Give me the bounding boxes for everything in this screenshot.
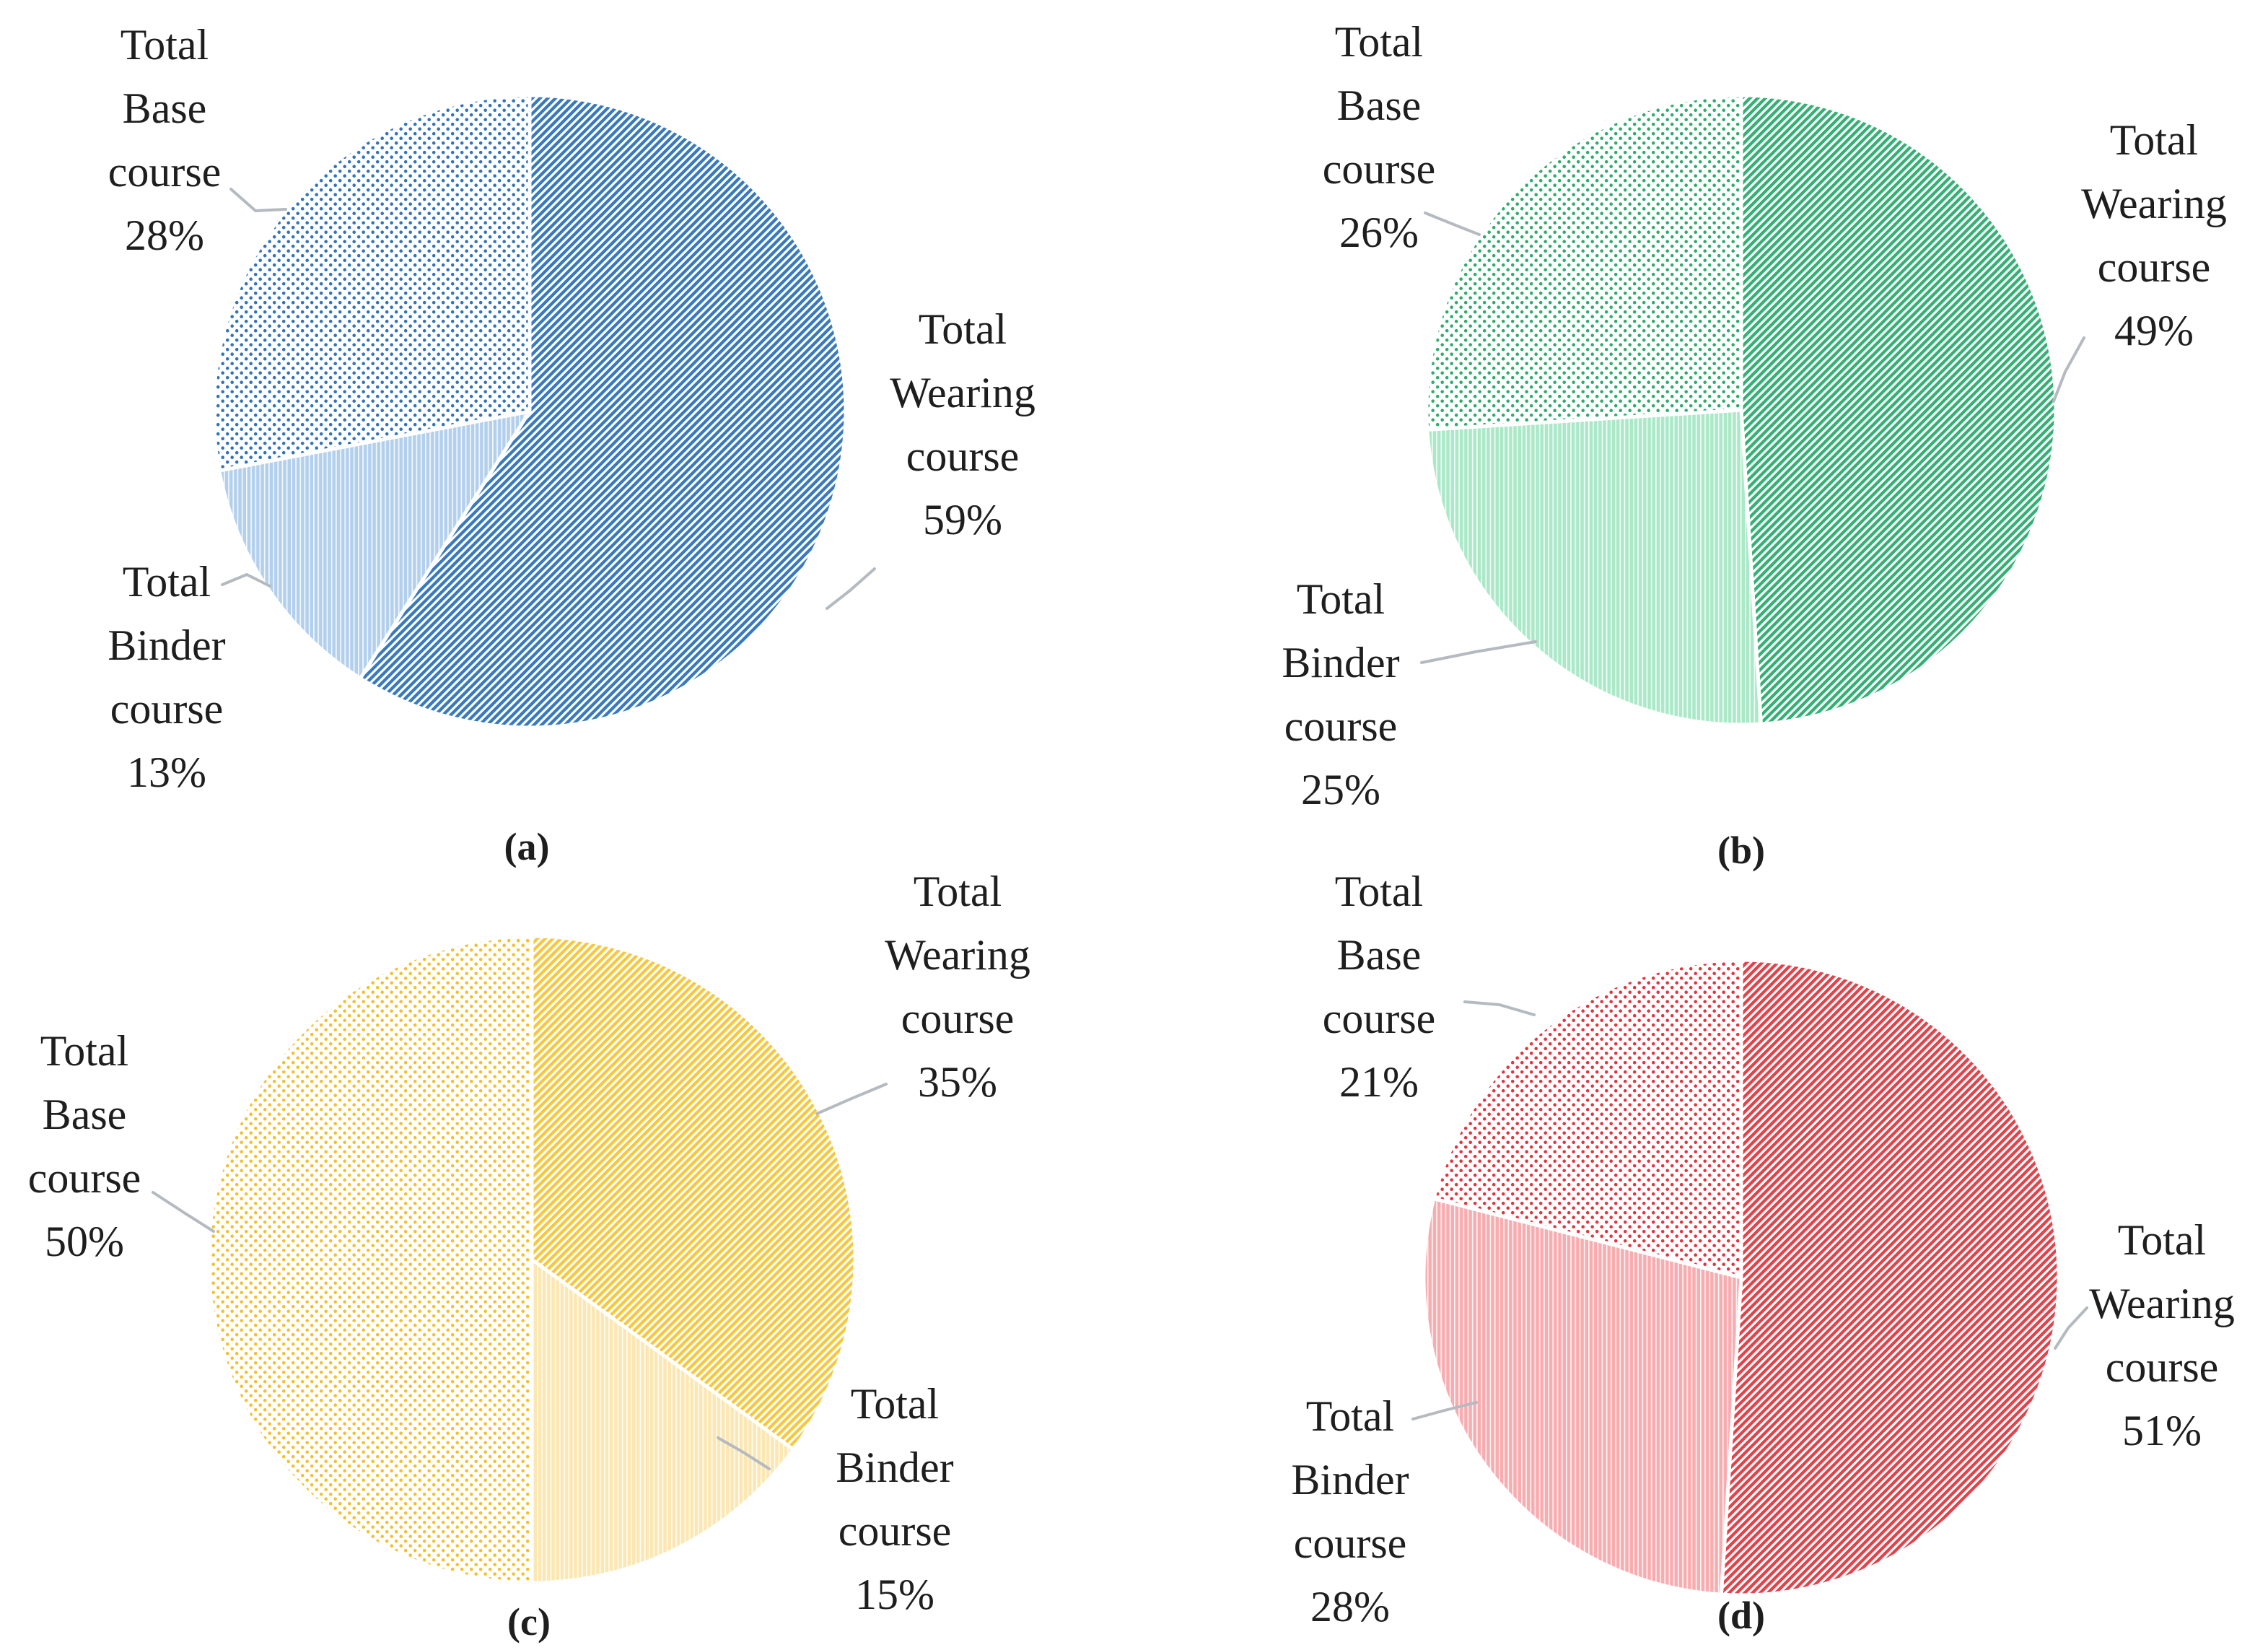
caption-c: (c) <box>507 1600 551 1644</box>
slice-d-binder <box>1422 1197 1743 1597</box>
label-c-wearing: Total Wearing course 35% <box>885 868 1030 1106</box>
caption-d: (d) <box>1717 1594 1765 1637</box>
slice-c-base <box>206 934 534 1585</box>
label-c-binder: Total Binder course 15% <box>836 1380 954 1618</box>
caption-b: (b) <box>1717 829 1765 872</box>
slice-a-wearing <box>358 93 848 730</box>
pie-chart-d <box>1422 958 2061 1597</box>
slice-d-base <box>1432 958 1743 1280</box>
slice-c-binder <box>530 1257 795 1585</box>
slice-d-wearing <box>1719 958 2061 1597</box>
label-c-base: Total Base course 50% <box>27 1027 141 1265</box>
label-d-binder: Total Binder course 28% <box>1291 1392 1409 1631</box>
label-d-base: Total Base course 21% <box>1322 868 1436 1106</box>
slice-b-binder <box>1425 408 1763 727</box>
label-a-binder: Total Binder course 13% <box>108 558 226 796</box>
label-a-wearing: Total Wearing course 59% <box>890 305 1036 544</box>
label-a-base: Total Base course 28% <box>108 21 222 259</box>
slice-b-wearing <box>1739 93 2058 726</box>
pie-chart-c <box>206 934 857 1585</box>
caption-a: (a) <box>504 825 550 868</box>
label-d-wearing: Total Wearing course 51% <box>2089 1216 2235 1454</box>
slice-a-binder <box>217 409 532 681</box>
slice-b-base <box>1424 93 1743 432</box>
label-b-binder: Total Binder course 25% <box>1282 575 1400 813</box>
pie-chart-a <box>211 93 848 730</box>
label-b-base: Total Base course 26% <box>1322 18 1436 256</box>
label-b-wearing: Total Wearing course 49% <box>2081 116 2227 354</box>
pie-chart-b <box>1424 93 2058 727</box>
